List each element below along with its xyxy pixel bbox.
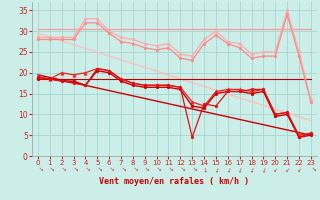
Text: ↑: ↑ <box>94 164 101 171</box>
Text: ↑: ↑ <box>225 164 231 171</box>
Text: ↑: ↑ <box>46 164 53 171</box>
Text: ↑: ↑ <box>213 164 219 171</box>
Text: ↑: ↑ <box>308 164 314 171</box>
Text: ↑: ↑ <box>153 164 160 171</box>
Text: ↑: ↑ <box>272 164 279 171</box>
Text: ↑: ↑ <box>296 164 302 171</box>
Text: ↑: ↑ <box>284 164 291 171</box>
Text: ↑: ↑ <box>260 164 267 171</box>
Text: ↑: ↑ <box>141 164 148 171</box>
Text: ↑: ↑ <box>177 164 184 171</box>
Text: ↑: ↑ <box>236 164 243 171</box>
Text: ↑: ↑ <box>165 164 172 171</box>
Text: ↑: ↑ <box>82 164 89 171</box>
Text: ↑: ↑ <box>106 164 113 171</box>
Text: ↑: ↑ <box>130 164 136 171</box>
Text: ↑: ↑ <box>248 164 255 171</box>
X-axis label: Vent moyen/en rafales ( km/h ): Vent moyen/en rafales ( km/h ) <box>100 177 249 186</box>
Text: ↑: ↑ <box>35 164 41 171</box>
Text: ↑: ↑ <box>70 164 77 171</box>
Text: ↑: ↑ <box>189 164 196 171</box>
Text: ↑: ↑ <box>58 164 65 171</box>
Text: ↑: ↑ <box>117 164 124 171</box>
Text: ↑: ↑ <box>202 165 206 170</box>
